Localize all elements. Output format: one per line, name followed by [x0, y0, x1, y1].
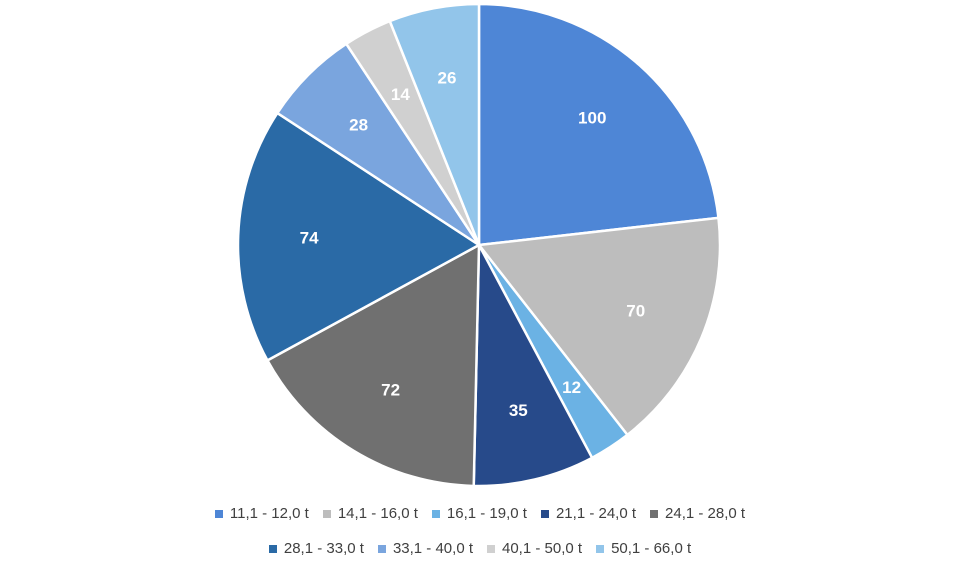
legend-label-2: 14,1 - 16,0 t	[337, 505, 418, 522]
legend-label-3: 16,1 - 19,0 t	[446, 505, 527, 522]
pie-slice-1	[477, 2, 720, 247]
pie-data-label-1: 100	[578, 109, 606, 128]
legend-item-8: 40,1 - 50,0 t	[487, 540, 582, 557]
legend-swatch-3	[431, 509, 440, 518]
pie-data-labels: 100 70 12 35 72 74 28 14 26	[300, 69, 646, 420]
pie-slice-5	[265, 242, 481, 488]
pie-data-label-8: 14	[391, 85, 410, 104]
pie-data-label-4: 35	[509, 401, 528, 420]
pie-data-label-9: 26	[438, 69, 457, 88]
legend-swatch-6	[268, 544, 277, 553]
legend-swatch-2	[322, 509, 331, 518]
legend-swatch-4	[540, 509, 549, 518]
legend-swatch-9	[596, 544, 605, 553]
legend-swatch-8	[487, 544, 495, 553]
legend-row-1: 11,1 - 12,0 t 14,1 - 16,0 t 16,1 - 19,0 …	[0, 505, 960, 522]
pie-slice-2	[476, 216, 722, 437]
legend-item-9: 50,1 - 66,0 t	[596, 540, 691, 557]
pie-slice-4	[472, 240, 594, 488]
legend-label-5: 24,1 - 28,0 t	[665, 505, 746, 522]
legend-swatch-1	[214, 509, 223, 518]
pie-data-label-7: 28	[349, 116, 368, 135]
legend-item-1: 11,1 - 12,0 t	[214, 505, 309, 522]
legend-item-5: 24,1 - 28,0 t	[650, 505, 745, 522]
pie-slice-6	[236, 111, 482, 363]
legend-label-6: 28,1 - 33,0 t	[283, 540, 364, 557]
legend-swatch-5	[650, 509, 659, 518]
legend-item-6: 28,1 - 33,0 t	[268, 540, 364, 557]
legend-label-4: 21,1 - 24,0 t	[555, 505, 637, 522]
pie-data-label-6: 74	[300, 229, 319, 248]
pie-slice-9	[388, 2, 481, 246]
legend-item-2: 14,1 - 16,0 t	[322, 505, 418, 522]
legend-item-7: 33,1 - 40,0 t	[377, 540, 473, 557]
pie-data-label-3: 12	[562, 378, 581, 397]
legend-label-7: 33,1 - 40,0 t	[392, 540, 473, 557]
pie-data-label-5: 72	[381, 381, 400, 400]
legend-item-3: 16,1 - 19,0 t	[431, 505, 527, 522]
legend-label-1: 11,1 - 12,0 t	[229, 505, 309, 522]
legend-item-4: 21,1 - 24,0 t	[540, 505, 637, 522]
legend-label-9: 50,1 - 66,0 t	[611, 540, 692, 557]
legend-label-8: 40,1 - 50,0 t	[502, 540, 583, 557]
pie-slices	[236, 2, 722, 488]
pie-data-label-2: 70	[626, 301, 645, 320]
legend-swatch-7	[377, 544, 386, 553]
legend-row-2: 28,1 - 33,0 t 33,1 - 40,0 t 40,1 - 50,0 …	[0, 540, 960, 557]
